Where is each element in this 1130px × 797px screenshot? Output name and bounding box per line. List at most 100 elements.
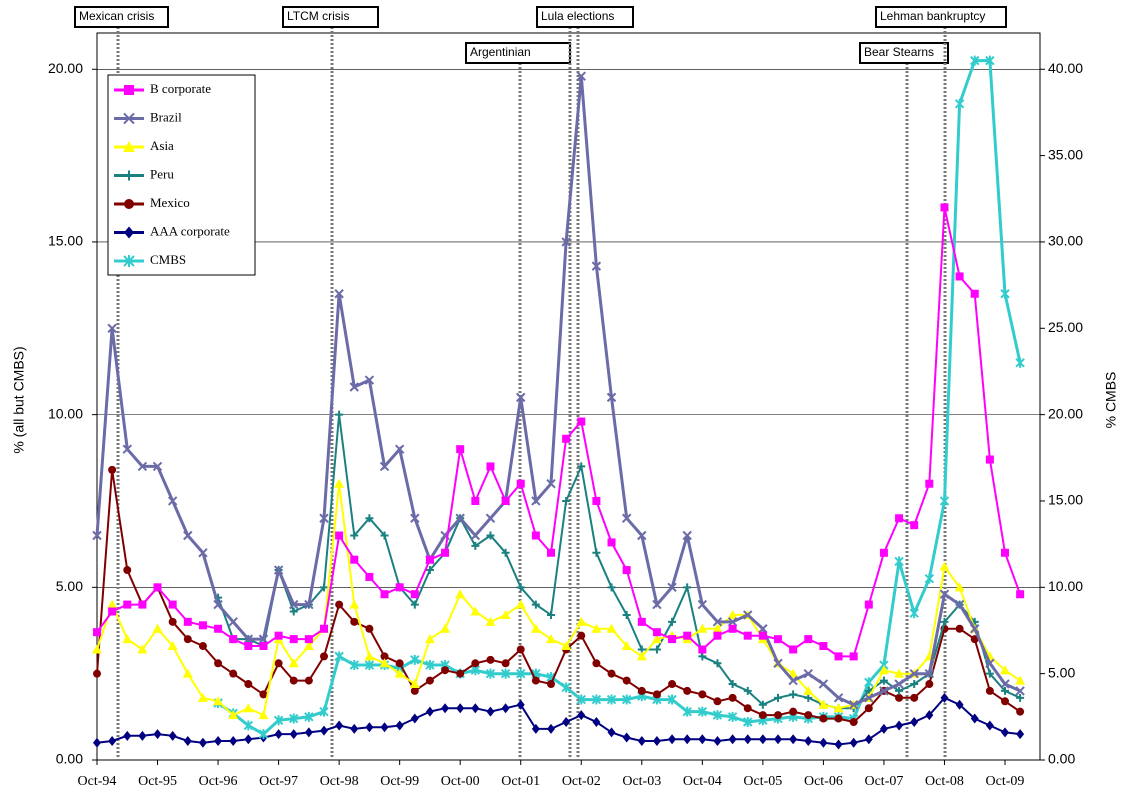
marker (1016, 590, 1025, 599)
marker (728, 624, 737, 633)
marker (485, 616, 496, 626)
marker (485, 668, 496, 679)
marker (349, 660, 359, 671)
marker (652, 599, 662, 610)
marker (955, 699, 964, 710)
marker (713, 697, 722, 706)
marker (833, 693, 844, 703)
y2-tick-label: 15.00 (1048, 492, 1083, 508)
marker (471, 496, 480, 505)
legend-label: Brazil (150, 109, 182, 124)
marker (985, 455, 994, 464)
marker (288, 658, 299, 668)
annotation-box (859, 42, 949, 64)
marker (894, 668, 905, 678)
marker (879, 686, 889, 696)
marker (621, 694, 632, 705)
marker (774, 711, 782, 720)
marker (395, 720, 404, 731)
x-tick-label: Oct-03 (622, 774, 661, 789)
marker (516, 645, 525, 654)
y2-axis-label: % CMBS (1103, 372, 1119, 429)
marker (607, 538, 616, 547)
marker (606, 623, 617, 633)
marker (531, 496, 541, 506)
marker (516, 583, 525, 592)
marker (334, 478, 345, 488)
marker (441, 666, 450, 675)
marker (470, 606, 481, 616)
marker (804, 711, 813, 720)
marker (92, 644, 102, 654)
marker (803, 668, 813, 679)
marker (955, 624, 964, 633)
marker (954, 599, 965, 610)
marker (168, 600, 177, 609)
marker (124, 226, 134, 239)
marker (607, 669, 616, 678)
x-tick-label: Oct-97 (259, 774, 298, 789)
marker (303, 641, 314, 651)
legend-label: Asia (150, 138, 174, 153)
marker (486, 706, 495, 717)
marker (213, 599, 223, 610)
marker (576, 616, 587, 626)
marker (818, 699, 829, 709)
marker (394, 444, 405, 454)
marker (108, 465, 117, 474)
marker (940, 692, 949, 703)
marker (743, 704, 752, 713)
marker (441, 548, 450, 557)
marker (259, 690, 268, 699)
marker (335, 600, 344, 609)
marker (198, 737, 207, 748)
marker (728, 734, 737, 745)
marker (577, 417, 586, 426)
marker (93, 628, 101, 637)
marker (833, 703, 844, 713)
marker (229, 736, 238, 747)
marker (289, 729, 298, 740)
marker (591, 623, 602, 633)
marker (304, 727, 313, 738)
marker (243, 703, 254, 713)
marker (334, 651, 344, 662)
marker (849, 737, 858, 748)
annotation: Mexican crisis (79, 9, 154, 23)
marker (1000, 679, 1010, 689)
marker (607, 583, 616, 592)
annotation: Lehman bankruptcy (880, 9, 985, 23)
marker (1000, 288, 1010, 299)
marker (970, 713, 979, 724)
marker (894, 556, 904, 567)
marker (895, 514, 904, 523)
marker (441, 703, 450, 714)
marker (909, 668, 919, 679)
marker (698, 690, 707, 699)
marker (395, 659, 404, 668)
marker (123, 255, 135, 267)
marker (167, 496, 178, 506)
marker (758, 734, 767, 745)
x-tick-label: Oct-02 (562, 774, 601, 789)
marker (108, 607, 117, 616)
marker (849, 652, 858, 661)
marker (379, 461, 390, 472)
marker (319, 706, 329, 717)
marker (727, 609, 738, 619)
marker (834, 739, 843, 750)
legend-label: Mexico (150, 195, 190, 210)
marker (819, 737, 828, 748)
marker (909, 608, 919, 619)
marker (123, 730, 132, 741)
marker (788, 668, 799, 678)
marker (561, 237, 571, 247)
marker (471, 541, 480, 550)
marker (577, 710, 586, 721)
marker (849, 718, 858, 727)
marker (425, 555, 434, 564)
marker (773, 658, 783, 669)
marker (682, 706, 692, 717)
